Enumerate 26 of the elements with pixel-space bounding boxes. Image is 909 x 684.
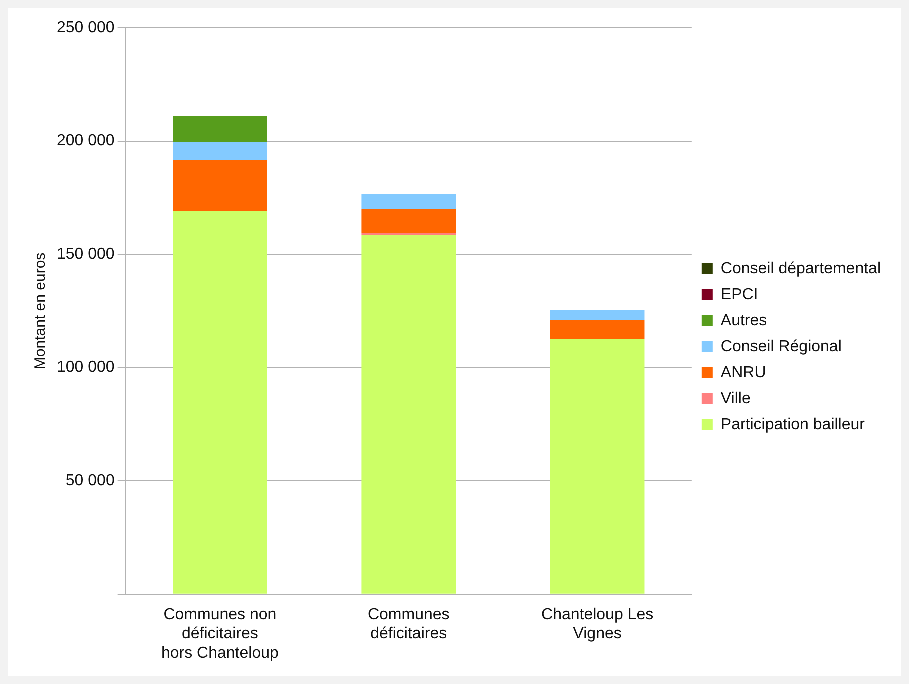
- x-tick-label: Communes non déficitaires hors Chanteloup: [161, 606, 279, 662]
- y-tick-label: 150 000: [56, 246, 115, 263]
- bar: [173, 116, 268, 142]
- bar: [550, 320, 645, 340]
- y-axis-title: Montant en euros: [32, 252, 50, 370]
- x-tick-label: Chanteloup Les Vignes: [542, 606, 654, 643]
- y-tick-label: 250 000: [56, 19, 115, 36]
- legend-label: Participation bailleur: [720, 416, 866, 434]
- legend-label: EPCI: [720, 286, 758, 304]
- bar: [362, 235, 456, 594]
- y-tick-label: 100 000: [56, 359, 115, 376]
- bar: [362, 209, 456, 234]
- y-tick-label: 200 000: [56, 132, 115, 150]
- legend-label: Ville: [720, 390, 751, 408]
- legend-label: Autres: [720, 312, 768, 330]
- legend-label: Conseil départemental: [720, 260, 881, 278]
- bar: [550, 340, 645, 594]
- legend-label: ANRU: [720, 364, 766, 382]
- bar: [173, 142, 268, 161]
- x-tick-label: Communes déficitaires: [368, 606, 450, 643]
- y-tick-label: 50 000: [66, 472, 115, 490]
- legend-label: Conseil Régional: [720, 338, 842, 356]
- bar: [173, 212, 268, 594]
- bar: [362, 194, 456, 210]
- bar: [173, 160, 268, 212]
- bar: [550, 310, 645, 320]
